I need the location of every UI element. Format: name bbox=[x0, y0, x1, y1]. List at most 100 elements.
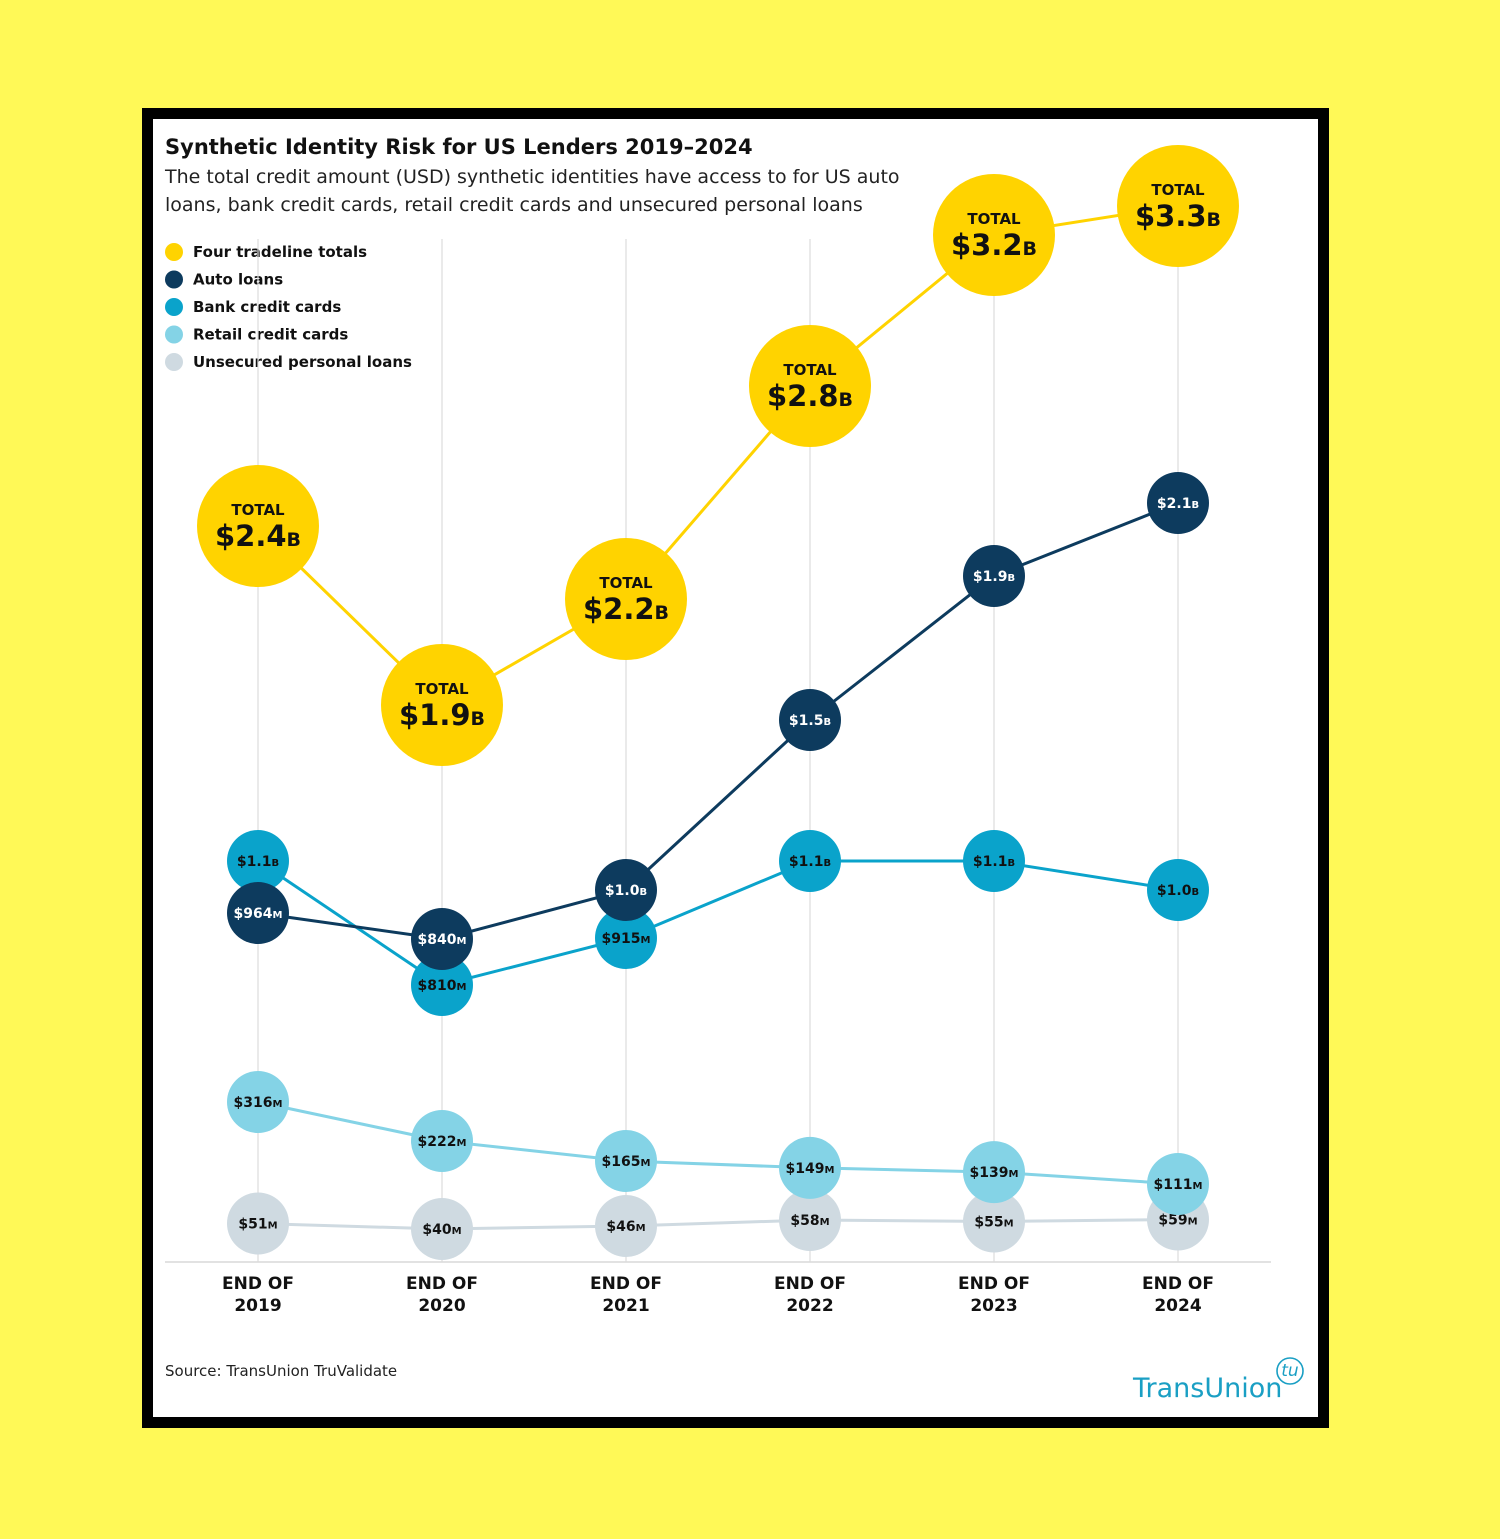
point-marker bbox=[595, 1195, 657, 1257]
point-auto-2022: $1.5B bbox=[779, 689, 841, 751]
logo-mark: tu bbox=[1281, 1361, 1299, 1381]
x-tick-label-line: END OF bbox=[222, 1274, 294, 1294]
point-total-2021: TOTAL$2.2B bbox=[565, 538, 687, 660]
point-label: $1.1B bbox=[789, 854, 831, 870]
point-marker bbox=[1147, 859, 1209, 921]
x-tick-label-line: 2019 bbox=[234, 1296, 281, 1316]
point-label: $810M bbox=[418, 978, 467, 994]
point-total-2024: TOTAL$3.3B bbox=[1117, 145, 1239, 267]
point-marker bbox=[411, 908, 473, 970]
total-word: TOTAL bbox=[231, 501, 285, 519]
legend-swatch-unsecured bbox=[165, 353, 183, 371]
point-label: $1.0B bbox=[1157, 883, 1199, 899]
point-label: $40M bbox=[422, 1222, 461, 1238]
total-value: $2.2B bbox=[583, 592, 669, 626]
point-label: $915M bbox=[602, 931, 651, 947]
point-marker bbox=[595, 907, 657, 969]
point-label: $46M bbox=[606, 1219, 645, 1235]
series-line-unsecured bbox=[257, 1218, 1179, 1231]
point-label: $1.1B bbox=[973, 854, 1015, 870]
legend-swatch-bank bbox=[165, 298, 183, 316]
point-marker bbox=[963, 545, 1025, 607]
point-label: $149M bbox=[786, 1161, 835, 1177]
point-retail-2021: $165M bbox=[595, 1130, 657, 1192]
point-retail-2019: $316M bbox=[227, 1071, 289, 1133]
total-bubble bbox=[197, 465, 319, 587]
x-tick-label-line: 2023 bbox=[970, 1296, 1017, 1316]
logo-wordmark: TransUnion bbox=[1132, 1373, 1282, 1404]
transunion-logo: TransUnion tu bbox=[1132, 1357, 1304, 1404]
total-word: TOTAL bbox=[783, 361, 837, 379]
point-marker bbox=[1147, 472, 1209, 534]
point-label: $2.1B bbox=[1157, 496, 1199, 512]
point-auto-2021: $1.0B bbox=[595, 859, 657, 921]
total-value: $1.9B bbox=[399, 698, 485, 732]
point-marker bbox=[411, 954, 473, 1016]
gridlines bbox=[257, 239, 1179, 1262]
point-label: $1.0B bbox=[605, 883, 647, 899]
point-label: $139M bbox=[970, 1165, 1019, 1181]
point-auto-2023: $1.9B bbox=[963, 545, 1025, 607]
data-points: $51M $40M $46M $58M $55M $59M $316M $222M $165M $… bbox=[197, 145, 1239, 1260]
point-marker bbox=[227, 1192, 289, 1255]
total-word: TOTAL bbox=[1151, 181, 1205, 199]
chart-card: Synthetic Identity Risk for US Lenders 2… bbox=[153, 119, 1318, 1417]
point-bank-2023: $1.1B bbox=[963, 830, 1025, 892]
point-marker bbox=[1147, 1153, 1209, 1215]
point-label: $222M bbox=[418, 1134, 467, 1150]
point-label: $1.1B bbox=[237, 854, 279, 870]
point-label: $111M bbox=[1154, 1177, 1203, 1193]
point-bank-2020: $810M bbox=[411, 954, 473, 1016]
x-tick-label-line: 2021 bbox=[602, 1296, 649, 1316]
legend-item-auto: Auto loans bbox=[193, 271, 283, 289]
point-bank-2019: $1.1B bbox=[227, 830, 289, 892]
series-line-total bbox=[256, 204, 1179, 707]
point-total-2023: TOTAL$3.2B bbox=[933, 174, 1055, 296]
x-tick-label: END OF 2023 bbox=[958, 1274, 1030, 1316]
total-word: TOTAL bbox=[599, 574, 653, 592]
point-label: $51M bbox=[238, 1217, 277, 1233]
point-total-2020: TOTAL$1.9B bbox=[381, 644, 503, 766]
x-tick-label-line: END OF bbox=[1142, 1274, 1214, 1294]
point-label: $840M bbox=[418, 932, 467, 948]
x-tick-label: END OF 2020 bbox=[406, 1274, 478, 1316]
point-auto-2020: $840M bbox=[411, 908, 473, 970]
x-tick-label: END OF 2019 bbox=[222, 1274, 294, 1316]
point-label: $59M bbox=[1158, 1213, 1197, 1229]
point-retail-2024: $111M bbox=[1147, 1153, 1209, 1215]
point-label: $58M bbox=[790, 1213, 829, 1229]
point-marker bbox=[779, 1189, 841, 1251]
point-label: $316M bbox=[234, 1095, 283, 1111]
point-marker bbox=[963, 830, 1025, 892]
point-marker bbox=[595, 859, 657, 921]
x-tick-label: END OF 2021 bbox=[590, 1274, 662, 1316]
point-unsecured-2022: $58M bbox=[779, 1189, 841, 1251]
point-unsecured-2020: $40M bbox=[411, 1198, 473, 1260]
point-label: $1.9B bbox=[973, 569, 1015, 585]
point-bank-2024: $1.0B bbox=[1147, 859, 1209, 921]
point-marker bbox=[779, 830, 841, 892]
subtitle-line: loans, bank credit cards, retail credit … bbox=[165, 194, 863, 216]
point-marker bbox=[779, 689, 841, 751]
point-bank-2022: $1.1B bbox=[779, 830, 841, 892]
total-bubble bbox=[1117, 145, 1239, 267]
total-value: $2.8B bbox=[767, 379, 853, 413]
total-bubble bbox=[933, 174, 1055, 296]
legend-swatch-retail bbox=[165, 325, 183, 344]
logo-tu-icon bbox=[1276, 1357, 1304, 1385]
x-tick-label: END OF 2022 bbox=[774, 1274, 846, 1316]
point-marker bbox=[411, 1110, 473, 1172]
legend-item-retail: Retail credit cards bbox=[193, 326, 348, 344]
point-retail-2023: $139M bbox=[963, 1141, 1025, 1204]
source-note: Source: TransUnion TruValidate bbox=[165, 1362, 397, 1380]
x-tick-label-line: END OF bbox=[958, 1274, 1030, 1294]
x-tick-label-line: END OF bbox=[406, 1274, 478, 1294]
legend-item-bank: Bank credit cards bbox=[193, 298, 341, 316]
total-value: $2.4B bbox=[215, 519, 301, 553]
point-marker bbox=[963, 1190, 1025, 1253]
point-unsecured-2021: $46M bbox=[595, 1195, 657, 1257]
series-line-retail bbox=[257, 1100, 1179, 1186]
point-marker bbox=[227, 1071, 289, 1133]
point-auto-2024: $2.1B bbox=[1147, 472, 1209, 534]
